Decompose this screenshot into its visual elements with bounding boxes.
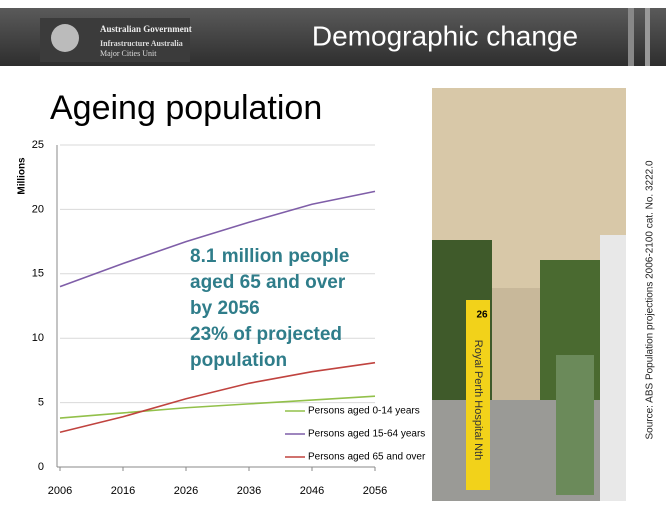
heading: Ageing population — [50, 89, 322, 127]
org-line: Australian Government — [100, 24, 192, 34]
legend-label: Persons aged 15-64 years — [308, 429, 425, 440]
series-line — [59, 395, 376, 419]
annotation: 23% of projected — [190, 324, 342, 345]
annotation: by 2056 — [190, 298, 260, 319]
route: 26 — [476, 310, 488, 321]
x-tick-label: 2016 — [111, 485, 135, 497]
org-line: Major Cities Unit — [100, 49, 157, 58]
header-stripe — [645, 8, 650, 66]
y-tick-label: 25 — [32, 139, 44, 151]
y-axis-label: Millions — [17, 157, 28, 195]
org-line: Infrastructure Australia — [100, 39, 183, 48]
photo: 26 Royal Perth Hospital Nth — [432, 88, 626, 501]
x-tick-label: 2006 — [48, 485, 72, 497]
x-tick-label: 2036 — [237, 485, 261, 497]
crest — [51, 24, 79, 52]
x-tick-label: 2056 — [363, 485, 387, 497]
slide-title: Demographic change — [312, 20, 578, 51]
annotation: 8.1 million people — [190, 246, 349, 267]
chart: 0 5 10 15 20 25 2006 2016 2026 2036 2046 2056 Millio… — [17, 139, 426, 497]
pavement — [432, 400, 626, 501]
series-line — [59, 190, 376, 288]
y-tick-label: 20 — [32, 203, 44, 215]
annotation: population — [190, 350, 287, 371]
y-tick-label: 5 — [38, 397, 44, 409]
legend-label: Persons aged 0-14 years — [308, 406, 420, 417]
bus — [600, 235, 626, 501]
legend-label: Persons aged 65 and over — [308, 452, 426, 463]
sign-post — [466, 300, 490, 490]
x-tick-label: 2026 — [174, 485, 198, 497]
series-line — [59, 361, 376, 434]
y-tick-label: 15 — [32, 268, 44, 280]
y-tick-label: 10 — [32, 332, 44, 344]
annotation: aged 65 and over — [190, 272, 346, 293]
person — [556, 355, 594, 495]
y-tick-label: 0 — [38, 461, 44, 473]
sign-text: Royal Perth Hospital Nth — [472, 340, 484, 460]
x-tick-label: 2046 — [300, 485, 324, 497]
header-stripe — [628, 8, 634, 66]
source: Source: ABS Population projections 2006-… — [645, 160, 656, 440]
